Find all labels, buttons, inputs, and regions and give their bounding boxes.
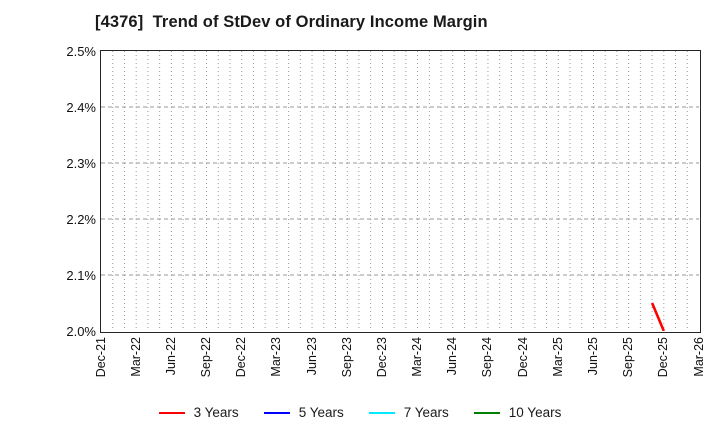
x-tick-label: Sep-23 bbox=[339, 336, 354, 377]
x-tick-label: Sep-22 bbox=[199, 336, 214, 377]
x-tick-label: Mar-26 bbox=[691, 336, 706, 377]
x-tick-label: Sep-24 bbox=[480, 336, 495, 377]
x-tick-label: Dec-23 bbox=[374, 336, 389, 377]
y-tick-label: 2.0% bbox=[66, 324, 96, 339]
legend-item-7-years: 7 Years bbox=[368, 405, 449, 420]
x-tick-label: Jun-25 bbox=[585, 336, 600, 375]
x-tick-label: Mar-22 bbox=[128, 336, 143, 377]
legend-line-swatch bbox=[473, 411, 500, 414]
legend-item-10-years: 10 Years bbox=[473, 405, 562, 420]
legend: 3 Years 5 Years 7 Years 10 Years bbox=[0, 405, 720, 420]
x-tick-label: Jun-24 bbox=[445, 336, 460, 375]
x-tick-label: Mar-24 bbox=[410, 336, 425, 377]
y-tick-label: 2.2% bbox=[66, 212, 96, 227]
y-tick-label: 2.5% bbox=[66, 44, 96, 59]
x-tick-label: Sep-25 bbox=[621, 336, 636, 377]
x-tick-label: Dec-24 bbox=[515, 336, 530, 377]
x-tick-label: Jun-22 bbox=[163, 336, 178, 375]
x-tick-label: Mar-25 bbox=[550, 336, 565, 377]
legend-label: 7 Years bbox=[403, 405, 449, 420]
y-tick-label: 2.4% bbox=[66, 100, 96, 115]
x-tick-label: Mar-23 bbox=[269, 336, 284, 377]
legend-label: 5 Years bbox=[298, 405, 344, 420]
x-tick-label: Dec-25 bbox=[656, 336, 671, 377]
legend-label: 10 Years bbox=[508, 405, 562, 420]
legend-label: 3 Years bbox=[193, 405, 239, 420]
x-tick-label: Jun-23 bbox=[304, 336, 319, 375]
y-tick-label: 2.3% bbox=[66, 156, 96, 171]
x-tick-label: Dec-22 bbox=[234, 336, 249, 377]
series-line-3-years bbox=[650, 302, 666, 331]
chart-title: [4376] Trend of StDev of Ordinary Income… bbox=[95, 13, 488, 31]
legend-line-swatch bbox=[368, 411, 395, 414]
legend-item-5-years: 5 Years bbox=[263, 405, 344, 420]
legend-item-3-years: 3 Years bbox=[158, 405, 239, 420]
x-tick-label: Dec-21 bbox=[93, 336, 108, 377]
plot-canvas bbox=[101, 51, 699, 331]
legend-line-swatch bbox=[158, 411, 185, 414]
legend-line-swatch bbox=[263, 411, 290, 414]
y-tick-label: 2.1% bbox=[66, 268, 96, 283]
plot-area bbox=[100, 50, 701, 333]
